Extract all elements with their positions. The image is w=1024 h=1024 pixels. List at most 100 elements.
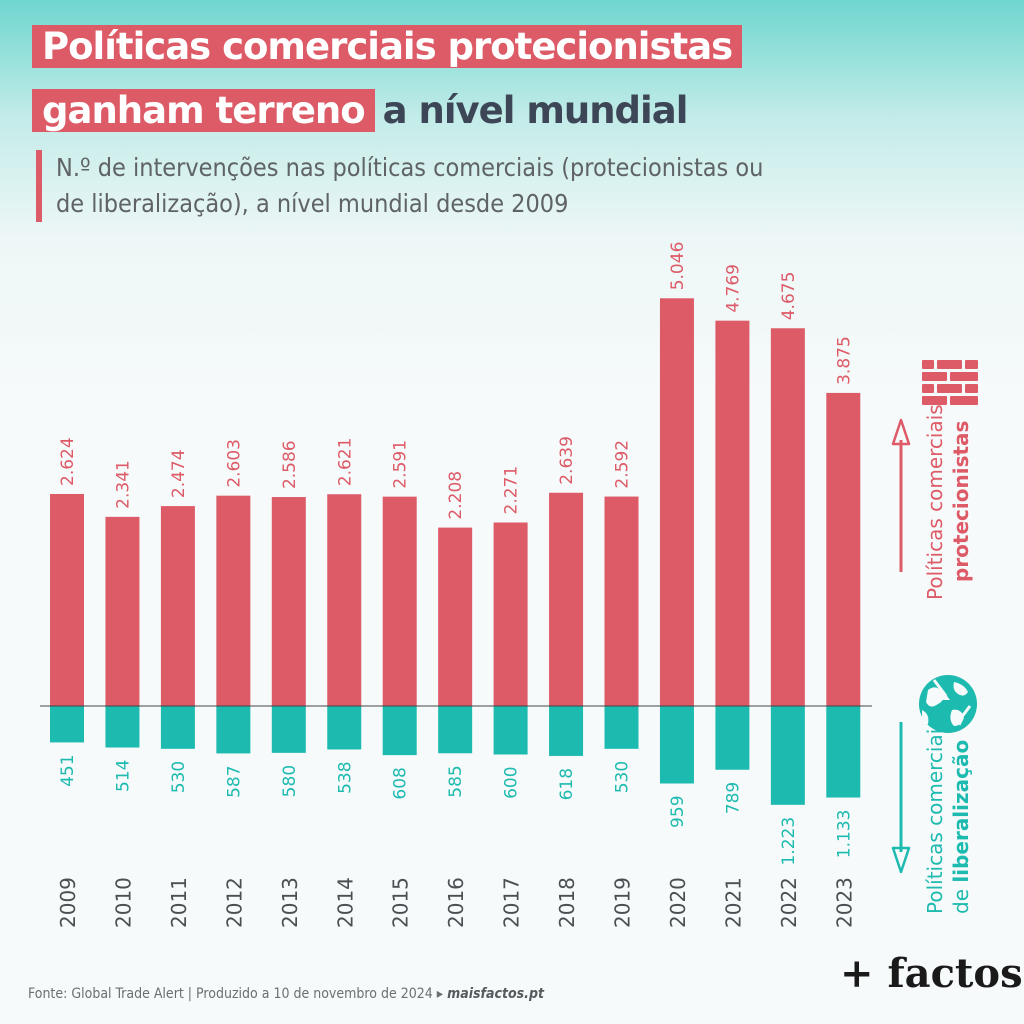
- legend-liberal-line1: Políticas comerciais: [923, 718, 947, 914]
- year-label-2014: 2014: [333, 877, 357, 928]
- subtitle-line-2: de liberalização), a nível mundial desde…: [56, 189, 569, 218]
- protectionist-bar-2019: [604, 496, 639, 706]
- liberal-value-2019: 530: [613, 761, 633, 793]
- liberal-bar-2015: [382, 706, 417, 756]
- protectionist-value-2011: 2.474: [169, 449, 189, 498]
- protectionist-value-2015: 2.591: [391, 440, 411, 489]
- liberal-bar-2017: [493, 706, 528, 755]
- liberal-value-2011: 530: [169, 761, 189, 793]
- protectionist-bar-2014: [327, 494, 362, 706]
- year-label-2009: 2009: [56, 877, 80, 928]
- protectionist-value-2020: 5.046: [668, 242, 688, 291]
- liberal-value-2016: 585: [446, 765, 466, 797]
- legend-liberal-line2: de liberalização: [949, 740, 973, 914]
- protectionist-value-2016: 2.208: [446, 471, 466, 520]
- source-site: maisfactos.pt: [447, 986, 544, 1002]
- liberal-bar-2013: [271, 706, 306, 753]
- protectionist-legend: Políticas comerciais protecionistas: [891, 360, 978, 600]
- subtitle: N.º de intervenções nas políticas comerc…: [36, 150, 856, 222]
- liberal-bar-2014: [327, 706, 362, 750]
- title-line-2: ganham terreno a nível mundial: [32, 84, 689, 138]
- protectionist-value-2017: 2.271: [502, 466, 522, 515]
- year-label-2010: 2010: [111, 877, 135, 928]
- protectionist-value-2021: 4.769: [723, 264, 743, 313]
- protectionist-bar-2017: [493, 522, 528, 706]
- protectionist-bar-2016: [438, 527, 473, 706]
- brand-logo: + factos: [840, 950, 1023, 997]
- year-label-2019: 2019: [611, 877, 635, 928]
- year-label-2020: 2020: [666, 877, 690, 928]
- liberal-bar-2020: [659, 706, 694, 784]
- protectionist-value-2013: 2.586: [280, 440, 300, 489]
- year-label-2022: 2022: [777, 877, 801, 928]
- year-label-2015: 2015: [389, 877, 413, 928]
- liberal-bar-2022: [770, 706, 805, 805]
- value-labels: 2.624 451 2.341 514 2.474 530 2.603 587 2.586 580…: [58, 242, 854, 866]
- protectionist-bar-2009: [50, 493, 84, 706]
- globe-arrows-icon: [919, 675, 977, 733]
- legend-liberal-line2a: de: [949, 883, 973, 914]
- title-plain: a nível mundial: [382, 89, 689, 132]
- protectionist-bars: [50, 298, 861, 706]
- liberal-bar-2019: [604, 706, 639, 749]
- liberal-bar-2023: [826, 706, 861, 798]
- liberal-bar-2018: [549, 706, 584, 756]
- liberal-value-2020: 959: [668, 795, 688, 827]
- protectionist-bar-2013: [271, 497, 306, 706]
- title-highlight-1: Políticas comerciais protecionistas: [32, 25, 743, 68]
- liberal-value-2010: 514: [113, 760, 133, 792]
- liberal-value-2022: 1.223: [779, 817, 799, 866]
- liberal-bar-2011: [160, 706, 195, 749]
- liberal-bar-2016: [438, 706, 473, 754]
- liberal-legend: Políticas comerciais de liberalização: [891, 675, 977, 914]
- source-note: Fonte: Global Trade Alert | Produzido a …: [28, 986, 544, 1002]
- legend-protectionist-line1: Políticas comerciais: [923, 404, 947, 600]
- liberal-value-2021: 789: [723, 782, 743, 814]
- year-label-2013: 2013: [278, 877, 302, 928]
- protectionist-value-2023: 3.875: [834, 336, 854, 385]
- subtitle-line-1: N.º de intervenções nas políticas comerc…: [56, 153, 764, 182]
- year-label-2016: 2016: [444, 877, 468, 928]
- protectionist-bar-2011: [160, 506, 195, 706]
- liberal-bars: [50, 706, 861, 805]
- protectionist-bar-2018: [549, 492, 584, 706]
- liberal-value-2009: 451: [58, 754, 78, 786]
- title-line-1: Políticas comerciais protecionistas: [32, 20, 743, 74]
- title-highlight-2: ganham terreno: [32, 89, 375, 132]
- protectionist-value-2018: 2.639: [557, 436, 577, 485]
- up-arrow-icon: [891, 418, 911, 572]
- year-label-2011: 2011: [167, 877, 191, 928]
- liberal-bar-2012: [216, 706, 251, 754]
- protectionist-bar-2023: [826, 392, 861, 706]
- legend-protectionist-line2: protecionistas: [949, 421, 973, 582]
- liberal-value-2013: 580: [280, 765, 300, 797]
- year-label-2023: 2023: [832, 877, 856, 928]
- legend-liberal-line2b: liberalização: [949, 740, 973, 883]
- brick-wall-icon: [922, 360, 978, 405]
- protectionist-value-2012: 2.603: [224, 439, 244, 488]
- year-label-2018: 2018: [555, 877, 579, 928]
- protectionist-bar-2015: [382, 496, 417, 706]
- protectionist-value-2010: 2.341: [113, 460, 133, 509]
- liberal-bar-2009: [50, 706, 84, 743]
- liberal-value-2012: 587: [224, 765, 244, 797]
- year-label-2017: 2017: [500, 877, 524, 928]
- year-label-2021: 2021: [721, 877, 745, 928]
- liberal-value-2018: 618: [557, 768, 577, 800]
- protectionist-bar-2010: [105, 516, 140, 706]
- source-text: Fonte: Global Trade Alert | Produzido a …: [28, 986, 433, 1002]
- year-labels: 2009 2010 2011 2012 2013 2014 2015 2016 2017 2018…: [56, 877, 856, 928]
- liberal-value-2023: 1.133: [834, 810, 854, 859]
- protectionist-value-2019: 2.592: [613, 440, 633, 489]
- protectionist-value-2014: 2.621: [335, 438, 355, 487]
- protectionist-value-2022: 4.675: [779, 272, 799, 321]
- protectionist-bar-2021: [715, 320, 750, 706]
- source-arrow: ▸: [436, 986, 444, 1002]
- protectionist-bar-2022: [770, 328, 805, 706]
- liberal-value-2014: 538: [335, 761, 355, 793]
- down-arrow-icon: [891, 722, 911, 874]
- protectionist-value-2009: 2.624: [58, 437, 78, 486]
- liberal-value-2017: 600: [502, 766, 522, 798]
- protectionist-bar-2020: [659, 298, 694, 706]
